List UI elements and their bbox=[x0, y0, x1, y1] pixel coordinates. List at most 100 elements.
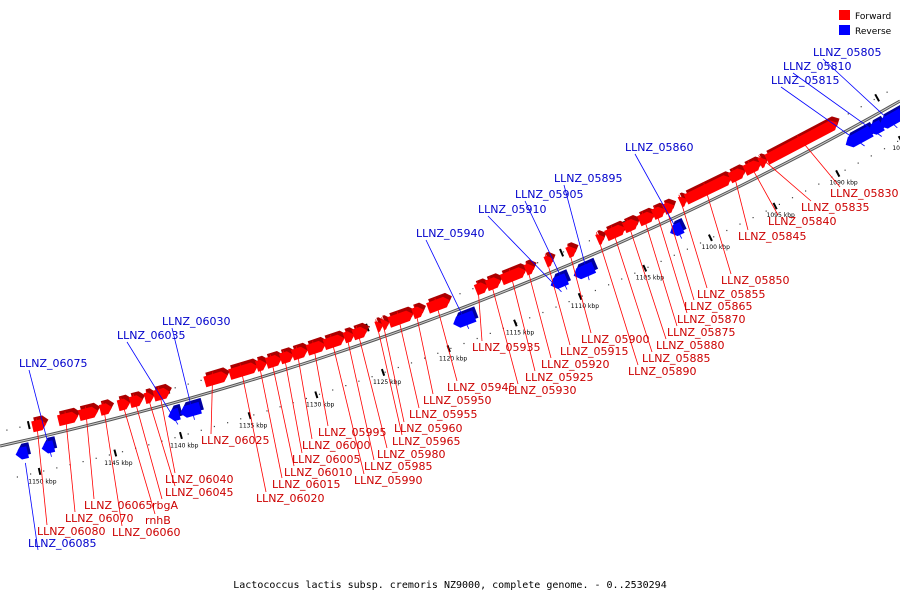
gene-feature-body bbox=[128, 395, 143, 408]
gene-feature bbox=[57, 407, 81, 427]
outer-scale-dot bbox=[542, 311, 544, 314]
gene-feature-body bbox=[622, 219, 639, 234]
gene-feature bbox=[351, 322, 370, 341]
leader-line bbox=[295, 346, 313, 440]
gene-label: LLNZ_06005 bbox=[292, 453, 361, 466]
leader-line bbox=[758, 155, 812, 202]
tick-label: 1085 kbp bbox=[892, 145, 900, 152]
leader-line bbox=[487, 215, 562, 293]
gene-feature-body bbox=[290, 346, 308, 361]
gene-label: LLNZ_05865 bbox=[684, 300, 753, 313]
major-tick-outer bbox=[37, 467, 42, 476]
major-tick-outer bbox=[642, 264, 648, 272]
gene-feature-body bbox=[757, 157, 767, 169]
gene-feature-body bbox=[411, 306, 424, 320]
outer-scale-dot bbox=[765, 210, 767, 212]
leader-line bbox=[312, 340, 329, 427]
leader-line bbox=[239, 363, 267, 493]
gene-label: LLNZ_06000 bbox=[302, 439, 371, 452]
tick-label: 1125 kbp bbox=[373, 379, 401, 386]
major-tick-outer bbox=[707, 234, 713, 242]
gene-layer bbox=[15, 105, 900, 460]
outer-scale-dot bbox=[844, 169, 846, 171]
gene-label: LLNZ_05890 bbox=[628, 365, 697, 378]
tick-label: 1115 kbp bbox=[506, 330, 534, 337]
leader-line bbox=[563, 184, 590, 281]
gene-label: LLNZ_05940 bbox=[416, 227, 485, 240]
gene-feature-body bbox=[305, 340, 326, 356]
gene-label: LLNZ_06015 bbox=[272, 478, 341, 491]
inner-scale-dot bbox=[459, 293, 461, 295]
outer-scale-dot bbox=[292, 402, 294, 404]
gene-feature bbox=[683, 171, 733, 205]
gene-label: LLNZ_05990 bbox=[354, 474, 423, 487]
gene-label: LLNZ_05905 bbox=[515, 188, 584, 201]
major-tick-inner bbox=[26, 420, 31, 430]
leader-line bbox=[375, 319, 403, 436]
outer-scale-dot bbox=[581, 295, 583, 297]
gene-feature-body bbox=[203, 371, 228, 388]
gene-feature bbox=[411, 302, 426, 320]
leader-line bbox=[210, 371, 214, 435]
gene-label: LLNZ_06010 bbox=[284, 466, 353, 479]
major-tick-outer bbox=[380, 368, 386, 377]
outer-scale-dot bbox=[594, 289, 596, 292]
gene-feature-body bbox=[41, 440, 56, 454]
leader-line bbox=[703, 182, 732, 275]
leader-line bbox=[544, 254, 571, 346]
gene-feature bbox=[387, 306, 416, 328]
major-tick-outer bbox=[897, 135, 900, 141]
gene-feature-body bbox=[523, 263, 535, 276]
leader-line bbox=[330, 334, 365, 475]
leader-line bbox=[780, 86, 865, 147]
leader-line bbox=[158, 387, 176, 474]
gene-feature bbox=[116, 394, 133, 412]
major-tick-inner bbox=[559, 248, 565, 257]
gene-feature bbox=[228, 358, 260, 380]
gene-label: LLNZ_05950 bbox=[423, 394, 492, 407]
outer-scale-dot bbox=[805, 190, 807, 192]
gene-feature bbox=[168, 403, 183, 422]
leader-line bbox=[25, 462, 39, 551]
outer-scale-dot bbox=[358, 380, 360, 382]
outer-scale-dot bbox=[56, 467, 58, 469]
inner-scale-dot bbox=[174, 387, 176, 389]
leader-line bbox=[35, 418, 48, 526]
gene-label: LLNZ_06065 bbox=[84, 499, 153, 512]
outer-scale-dot bbox=[318, 393, 321, 395]
gene-label: LLNZ_05935 bbox=[472, 341, 541, 354]
inner-scale-dot bbox=[873, 98, 875, 101]
outer-scale-dot bbox=[371, 376, 373, 378]
leader-line bbox=[414, 305, 434, 395]
leader-line bbox=[145, 390, 176, 487]
outer-scale-dot bbox=[397, 366, 399, 369]
gene-label: LLNZ_05915 bbox=[560, 345, 629, 358]
gene-feature bbox=[565, 242, 579, 258]
gene-feature-body bbox=[845, 125, 874, 148]
leader-line bbox=[355, 326, 388, 449]
gene-label: LLNZ_06085 bbox=[28, 537, 97, 550]
gene-label: LLNZ_06060 bbox=[112, 526, 181, 539]
gene-feature-body bbox=[228, 362, 258, 380]
gene-feature-body bbox=[342, 331, 355, 344]
leader-line bbox=[434, 297, 458, 382]
gene-feature bbox=[322, 330, 347, 350]
gene-feature-body bbox=[98, 403, 113, 416]
leader-line bbox=[345, 329, 375, 461]
gene-label: LLNZ_05965 bbox=[392, 435, 461, 448]
gene-label: LLNZ_06075 bbox=[19, 357, 88, 370]
outer-scale-dot bbox=[384, 371, 386, 373]
tick-label: 1145 kbp bbox=[104, 460, 132, 467]
gene-feature bbox=[305, 336, 328, 356]
gene-label: LLNZ_05980 bbox=[377, 448, 446, 461]
gene-feature-body bbox=[351, 326, 368, 341]
gene-feature-body bbox=[77, 406, 99, 421]
outer-scale-dot bbox=[43, 470, 45, 472]
gene-label: LLNZ_05830 bbox=[830, 187, 899, 200]
inner-scale-dot bbox=[886, 91, 888, 93]
outer-scale-dot bbox=[726, 229, 728, 232]
gene-feature bbox=[426, 292, 452, 314]
outer-scale-dot bbox=[752, 217, 754, 219]
outer-scale-dot bbox=[463, 342, 465, 345]
